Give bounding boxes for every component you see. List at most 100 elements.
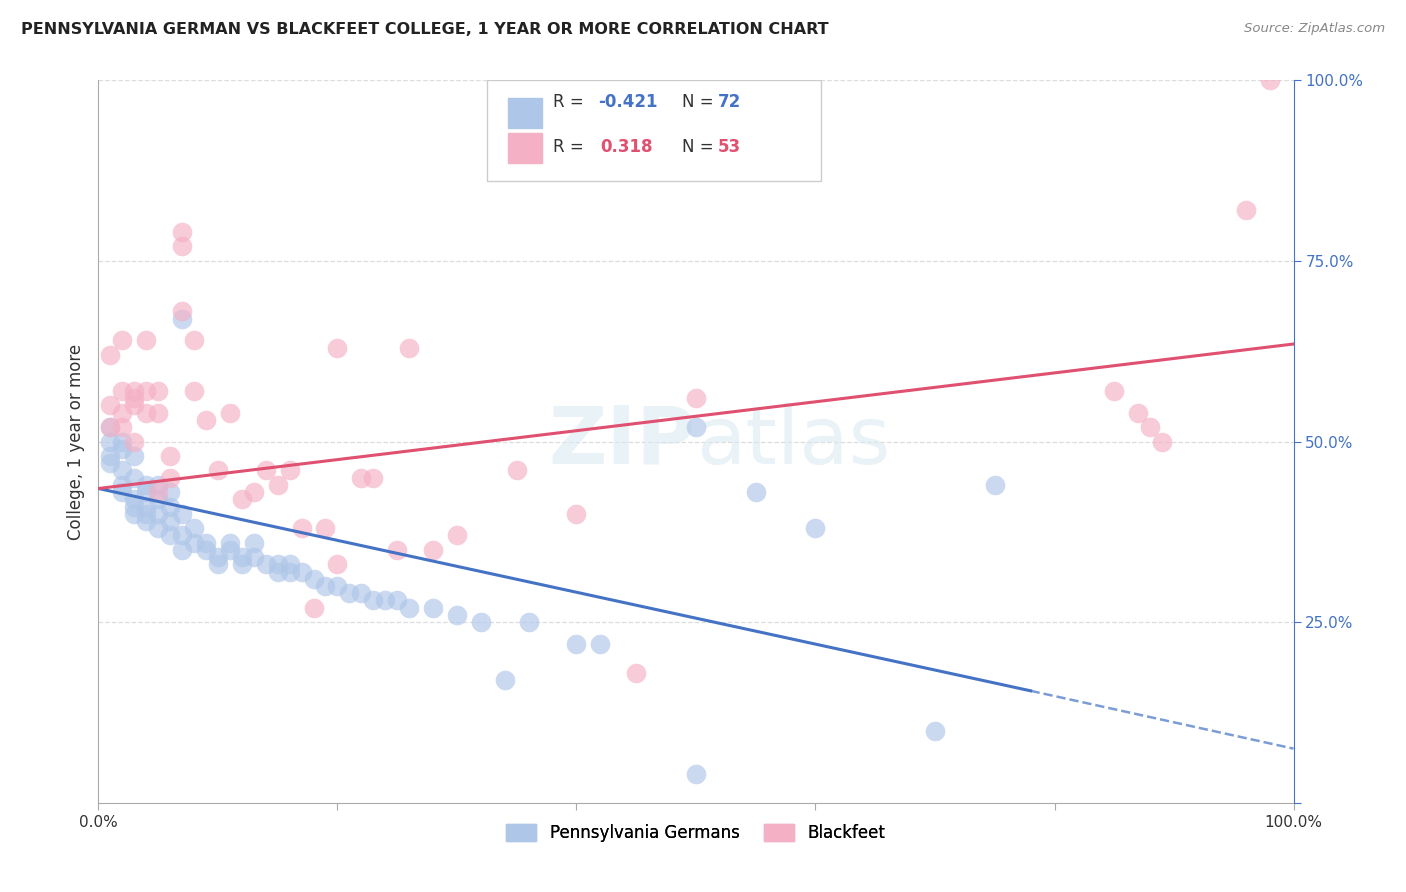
Point [267, 565, 290, 579]
Text: N =: N = [682, 93, 718, 111]
Point [111, 406, 134, 420]
Point [291, 521, 314, 535]
Point [159, 449, 181, 463]
Point [111, 485, 134, 500]
Point [111, 420, 134, 434]
Point [685, 767, 707, 781]
Point [339, 586, 361, 600]
Point [1152, 434, 1174, 449]
Point [172, 507, 194, 521]
Point [98, 434, 122, 449]
Text: Source: ZipAtlas.com: Source: ZipAtlas.com [1244, 22, 1385, 36]
Point [231, 492, 253, 507]
Point [374, 593, 396, 607]
Point [422, 600, 444, 615]
Point [207, 463, 229, 477]
Point [326, 579, 349, 593]
Point [172, 542, 194, 557]
FancyBboxPatch shape [486, 80, 821, 181]
Point [267, 558, 290, 572]
Point [219, 542, 242, 557]
Point [446, 607, 468, 622]
Point [124, 384, 146, 398]
Point [207, 558, 229, 572]
Point [98, 398, 122, 412]
Point [1104, 384, 1126, 398]
Text: 53: 53 [717, 137, 741, 156]
Point [124, 434, 146, 449]
Point [470, 615, 492, 630]
Point [278, 463, 301, 477]
Point [506, 463, 529, 477]
Point [135, 384, 157, 398]
Point [98, 456, 122, 470]
Point [1234, 203, 1257, 218]
Point [148, 478, 170, 492]
Point [111, 434, 134, 449]
Point [135, 514, 157, 528]
Text: atlas: atlas [696, 402, 890, 481]
Text: PENNSYLVANIA GERMAN VS BLACKFEET COLLEGE, 1 YEAR OR MORE CORRELATION CHART: PENNSYLVANIA GERMAN VS BLACKFEET COLLEGE… [21, 22, 828, 37]
Point [124, 492, 146, 507]
Point [159, 528, 181, 542]
Point [350, 586, 373, 600]
Text: ZIP: ZIP [548, 402, 696, 481]
Point [98, 420, 122, 434]
Point [124, 449, 146, 463]
Point [267, 478, 290, 492]
Bar [509, 133, 541, 163]
Point [326, 558, 349, 572]
Point [291, 565, 314, 579]
Point [685, 420, 707, 434]
Point [302, 600, 325, 615]
Point [1128, 406, 1150, 420]
Point [124, 500, 146, 514]
Point [183, 334, 205, 348]
Text: N =: N = [682, 137, 718, 156]
Point [350, 470, 373, 484]
Point [135, 507, 157, 521]
Point [98, 449, 122, 463]
Point [1258, 73, 1281, 87]
Point [315, 521, 337, 535]
Point [172, 225, 194, 239]
Point [494, 673, 516, 687]
Point [243, 485, 266, 500]
Point [745, 485, 768, 500]
Point [135, 485, 157, 500]
Point [326, 341, 349, 355]
Point [565, 637, 588, 651]
Point [159, 500, 181, 514]
Point [207, 550, 229, 565]
Point [219, 406, 242, 420]
Point [135, 334, 157, 348]
Point [565, 507, 588, 521]
Point [219, 535, 242, 549]
Point [148, 406, 170, 420]
Point [172, 304, 194, 318]
Point [172, 528, 194, 542]
Point [302, 572, 325, 586]
Text: R =: R = [553, 137, 593, 156]
Point [398, 600, 420, 615]
Text: 72: 72 [717, 93, 741, 111]
Point [231, 550, 253, 565]
Point [517, 615, 540, 630]
Text: -0.421: -0.421 [598, 93, 658, 111]
Point [243, 535, 266, 549]
Point [124, 391, 146, 405]
Point [924, 723, 946, 738]
Point [589, 637, 612, 651]
Point [195, 413, 218, 427]
Point [385, 542, 409, 557]
Point [124, 507, 146, 521]
Point [804, 521, 827, 535]
Point [148, 492, 170, 507]
Point [111, 442, 134, 456]
Point [148, 384, 170, 398]
Y-axis label: College, 1 year or more: College, 1 year or more [66, 343, 84, 540]
Point [398, 341, 420, 355]
Point [111, 463, 134, 477]
Point [183, 521, 205, 535]
Point [111, 384, 134, 398]
